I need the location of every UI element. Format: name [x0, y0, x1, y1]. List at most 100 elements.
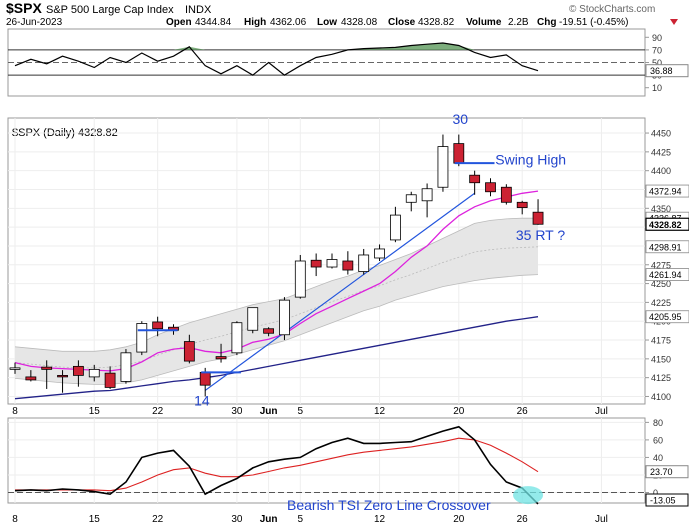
candle	[88, 364, 100, 382]
price-x-label: 15	[89, 406, 101, 417]
tsi-tick-label: 80	[653, 418, 663, 428]
candle-body	[199, 371, 211, 386]
price-tick-label: 4450	[651, 129, 671, 139]
indicator-panel: 907050301036.88	[8, 33, 689, 93]
candle-body	[152, 321, 164, 330]
candle	[247, 307, 259, 334]
price-tick-label: 4275	[651, 260, 671, 270]
candle-body	[485, 182, 496, 193]
candle-body	[310, 259, 322, 268]
candle	[136, 321, 148, 356]
candle	[500, 184, 512, 205]
candle	[215, 343, 227, 363]
candle-body	[279, 299, 290, 336]
candle	[326, 253, 338, 269]
tsi-x-label: 22	[152, 514, 164, 525]
price-annotation: 30	[452, 111, 468, 127]
envelope-upper-line	[14, 217, 539, 352]
open-label: Open	[166, 17, 192, 28]
tsi-signal-value: 23.70	[650, 467, 673, 477]
price-x-label: 20	[453, 406, 465, 417]
candle	[405, 191, 417, 212]
candle-body	[247, 307, 259, 331]
slow-moving-average	[14, 316, 539, 400]
candle	[342, 251, 354, 275]
candle	[389, 206, 401, 243]
candle	[41, 360, 53, 389]
candle-body	[231, 322, 243, 354]
indicator-tick-label: 10	[652, 83, 662, 93]
candle	[358, 248, 370, 275]
tsi-panel: Bearish TSI Zero Line Crossover 80 60 40 20 0…	[8, 418, 689, 525]
price-tick-label: 4175	[651, 336, 671, 346]
candle	[183, 334, 195, 364]
candle-body	[263, 328, 275, 334]
candle-body	[120, 352, 132, 382]
tsi-panel-frame	[7, 417, 646, 504]
open-value: 4344.84	[195, 17, 232, 28]
candle-body	[342, 260, 354, 271]
indicator-last-value-box	[645, 64, 689, 78]
candle	[120, 349, 132, 384]
tsi-signal-line	[15, 437, 539, 492]
candle-body	[374, 248, 385, 259]
candle-body	[104, 372, 116, 388]
price-tick-label: 4250	[651, 279, 671, 289]
candle-body	[326, 259, 338, 268]
price-value-label: 4205.95	[649, 312, 682, 322]
credit-label: © StockCharts.com	[569, 4, 655, 15]
price-x-label: 26	[517, 406, 529, 417]
candle	[9, 362, 21, 374]
indicator-tick-label: 70	[652, 45, 662, 55]
envelope-mid-line	[14, 246, 539, 369]
candle	[532, 199, 544, 225]
candle	[374, 244, 385, 261]
candle-body	[41, 366, 53, 370]
candle	[279, 297, 290, 341]
tsi-signal-value-box	[645, 465, 689, 479]
tsi-tick-label: 60	[653, 435, 663, 445]
price-x-label: Jul	[595, 406, 608, 417]
indicator-last-value: 36.88	[650, 66, 673, 76]
envelope-band	[15, 218, 538, 385]
candle-body	[57, 374, 68, 378]
candle	[485, 178, 496, 197]
tsi-crossover-annotation: Bearish TSI Zero Line Crossover	[287, 497, 491, 513]
price-tick-label: 4225	[651, 298, 671, 308]
tsi-x-label: Jun	[260, 514, 278, 525]
price-tick-label: 4100	[651, 392, 671, 402]
candle-body	[453, 143, 465, 164]
tsi-x-label: Jul	[595, 514, 608, 525]
low-value: 4328.08	[341, 17, 378, 28]
close-label: Close	[388, 17, 416, 28]
tsi-line	[14, 425, 539, 505]
tsi-value-box	[645, 493, 689, 507]
candle	[104, 366, 116, 389]
price-x-label: 5	[298, 406, 304, 417]
candle-body	[25, 376, 37, 381]
price-x-label: Jun	[260, 406, 278, 417]
candle	[152, 316, 164, 337]
price-value-label: 4372.94	[649, 187, 682, 197]
candle-body	[73, 365, 84, 376]
volume-value: 2.2B	[508, 17, 529, 28]
tsi-x-label: 20	[453, 514, 465, 525]
price-annotation: 14	[194, 393, 210, 409]
price-value-box	[645, 310, 689, 324]
price-tick-label: 4150	[651, 354, 671, 364]
price-x-label: 22	[152, 406, 164, 417]
low-label: Low	[317, 17, 337, 28]
tsi-value: -13.05	[650, 496, 676, 506]
candle-body	[500, 186, 512, 203]
candle-body	[421, 188, 433, 202]
candle-body	[405, 194, 417, 203]
candle-body	[136, 323, 148, 353]
price-value-label: 4261.94	[649, 270, 682, 280]
candle	[310, 253, 322, 277]
candle-body	[437, 146, 449, 188]
price-tick-label: 4125	[651, 373, 671, 383]
crossover-highlight	[513, 486, 544, 505]
security-name: S&P 500 Large Cap Index	[46, 4, 174, 16]
candle-body	[9, 367, 21, 370]
high-label: High	[244, 17, 266, 28]
